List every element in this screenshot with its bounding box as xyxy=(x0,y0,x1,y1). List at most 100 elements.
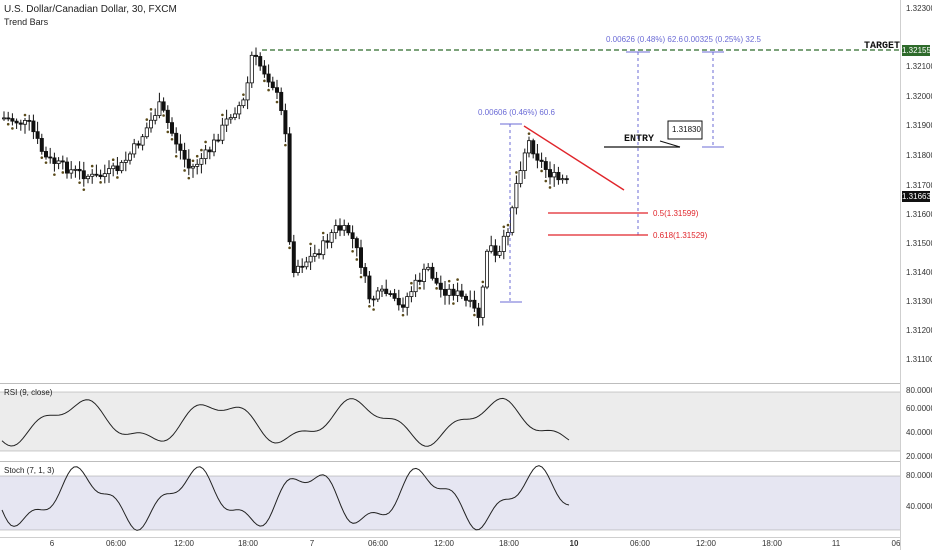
measure-label-2: 0.00626 (0.48%) 62.6 xyxy=(606,35,683,44)
candle-body xyxy=(119,162,124,172)
candle-body xyxy=(438,282,443,290)
stoch-line xyxy=(1,465,570,531)
candle-body xyxy=(455,290,460,296)
candle-body xyxy=(392,293,397,299)
price-label: 1.32300 xyxy=(906,4,932,13)
current-price-badge: 1.31663 xyxy=(902,191,931,202)
time-label: 10 xyxy=(569,539,579,548)
main-chart-pane[interactable]: U.S. Dollar/Canadian Dollar, 30, FXCM Tr… xyxy=(0,0,900,383)
candle-body xyxy=(325,240,330,243)
time-label: 12:00 xyxy=(173,539,195,548)
rsi-axis-label: 20.0000 xyxy=(906,452,932,461)
candle-body xyxy=(371,298,376,301)
price-label: 1.31500 xyxy=(906,239,932,248)
trend-dot xyxy=(145,118,149,121)
trend-dot xyxy=(284,143,287,147)
stoch-pane[interactable]: Stoch (7, 1, 3) xyxy=(0,462,900,537)
candle-body xyxy=(228,117,233,120)
candle-body xyxy=(186,158,191,169)
trend-line xyxy=(523,125,625,191)
candle-body xyxy=(539,159,544,162)
trend-dot xyxy=(6,122,10,126)
candle-body xyxy=(459,290,464,297)
trend-dot xyxy=(355,258,359,261)
trend-dot xyxy=(321,231,325,235)
candle-body xyxy=(207,149,212,153)
candle-body xyxy=(396,297,401,306)
candle-body xyxy=(56,160,61,164)
candle-body xyxy=(489,245,494,252)
candle-body xyxy=(237,105,242,115)
trend-dot xyxy=(61,171,65,174)
candle-body xyxy=(451,288,456,296)
candle-body xyxy=(266,73,271,83)
candle-body xyxy=(346,225,351,234)
candle-body xyxy=(220,124,225,141)
candle-body xyxy=(148,119,153,129)
candle-body xyxy=(153,115,158,121)
trend-dot xyxy=(481,280,485,284)
candle-body xyxy=(342,225,347,231)
trend-dot xyxy=(452,302,455,305)
candle-body xyxy=(98,174,103,178)
candle-body xyxy=(426,266,431,270)
candle-body xyxy=(522,152,527,171)
candle-body xyxy=(329,232,334,243)
candle-body xyxy=(510,207,515,233)
trend-dot xyxy=(548,186,552,189)
price-label: 1.31600 xyxy=(906,210,932,219)
trend-dot xyxy=(275,100,279,104)
price-axis[interactable] xyxy=(900,0,932,550)
candle-body xyxy=(501,235,506,252)
candle-body xyxy=(304,261,309,268)
trend-dot xyxy=(116,176,119,179)
pane-divider[interactable] xyxy=(0,383,900,384)
trend-dot xyxy=(82,188,86,191)
time-label: 11 xyxy=(831,539,841,548)
trend-dot xyxy=(90,164,94,168)
candle-body xyxy=(224,118,229,126)
candle-body xyxy=(312,253,317,257)
candle-body xyxy=(291,241,296,273)
candle-body xyxy=(44,151,49,158)
candle-body xyxy=(316,253,321,256)
trend-dot xyxy=(187,176,191,180)
candle-body xyxy=(472,299,477,309)
price-label: 1.31300 xyxy=(906,297,932,306)
trend-dot xyxy=(78,181,81,184)
pane-divider[interactable] xyxy=(0,461,900,462)
stoch-axis-label: 40.0000 xyxy=(906,502,932,511)
time-axis[interactable]: 6 06:00 12:00 18:00 7 06:00 12:00 18:00 … xyxy=(0,537,900,551)
candle-body xyxy=(321,240,326,256)
price-label: 1.31700 xyxy=(906,181,932,190)
price-label: 1.32000 xyxy=(906,92,932,101)
candle-body xyxy=(560,178,565,181)
time-label: 06:00 xyxy=(105,539,127,548)
fib-label-05: 0.5(1.31599) xyxy=(653,209,699,218)
trend-dot xyxy=(351,249,354,253)
candle-body xyxy=(476,307,481,318)
price-label: 1.31100 xyxy=(906,355,932,364)
trend-dot xyxy=(435,287,438,290)
candle-body xyxy=(90,173,95,177)
candle-body xyxy=(400,304,405,308)
candle-body xyxy=(174,132,179,145)
time-label: 7 xyxy=(309,539,315,548)
trend-dot xyxy=(11,127,14,130)
candle-body xyxy=(157,101,162,116)
trend-dot xyxy=(44,161,48,164)
candle-body xyxy=(468,299,473,302)
time-label: 06 xyxy=(891,539,901,548)
trend-dot xyxy=(162,114,165,117)
time-label: 18:00 xyxy=(761,539,783,548)
candle-body xyxy=(518,170,523,184)
trend-dot xyxy=(544,179,548,183)
price-label: 1.31200 xyxy=(906,326,932,335)
candle-body xyxy=(241,99,246,107)
price-chart[interactable] xyxy=(0,0,900,383)
trend-dot xyxy=(221,113,224,117)
time-label: 12:00 xyxy=(695,539,717,548)
trend-dot xyxy=(359,275,363,279)
candle-body xyxy=(548,169,553,178)
rsi-pane[interactable]: RSI (9, close) xyxy=(0,384,900,461)
